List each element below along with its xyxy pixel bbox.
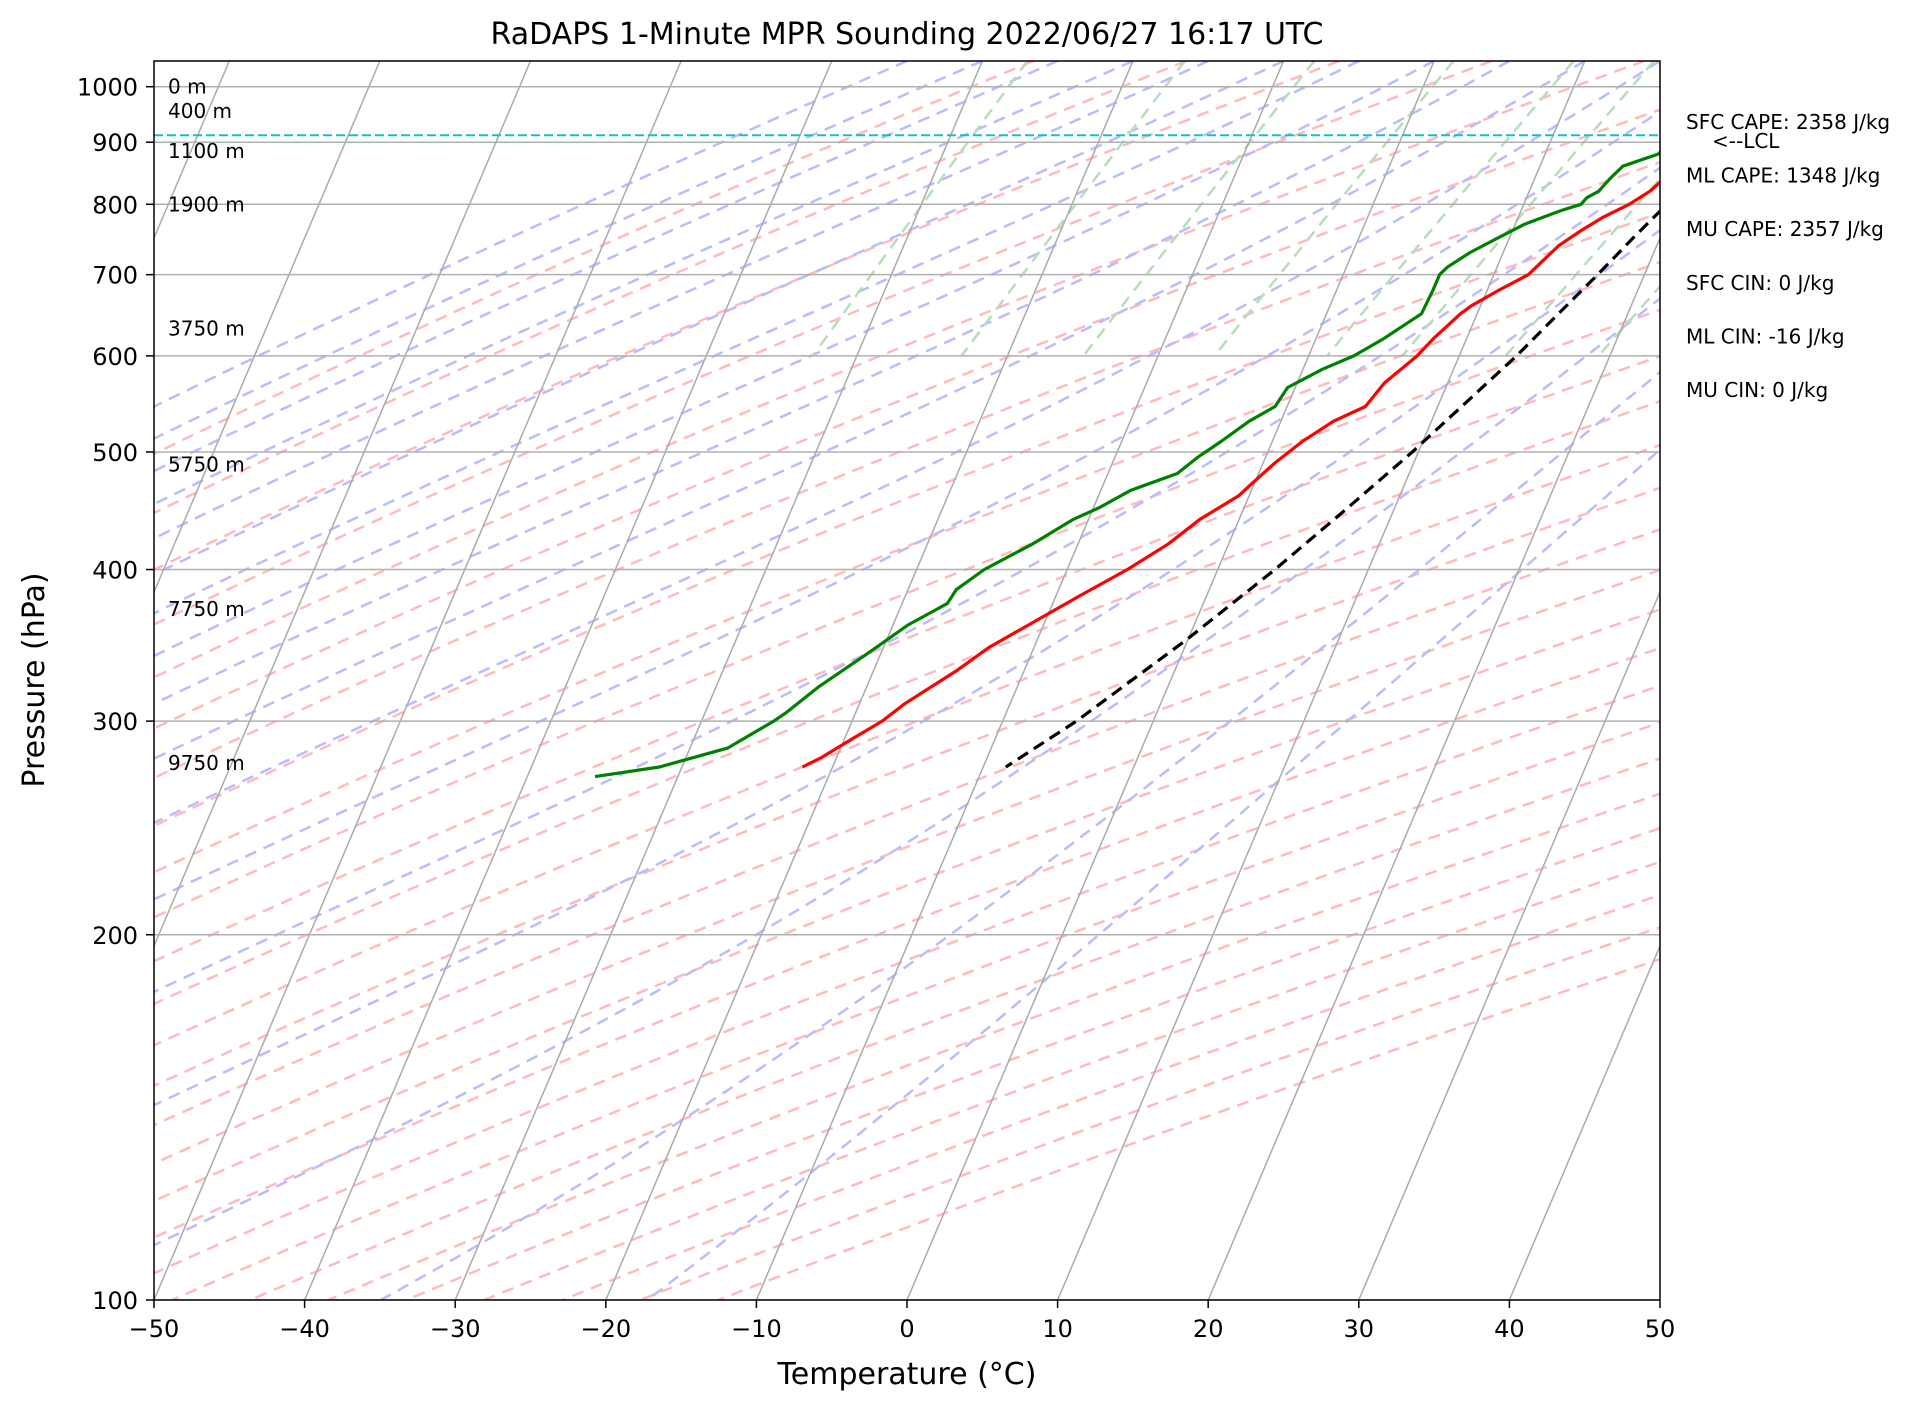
isotherm-line bbox=[1358, 590, 1660, 1300]
mixing-ratio-line bbox=[1326, 61, 1575, 357]
dry-adiabat bbox=[154, 61, 1035, 456]
mixing-ratio-line bbox=[1082, 61, 1316, 357]
moist-adiabat bbox=[154, 61, 1360, 615]
sounding-series-line bbox=[801, 180, 1660, 769]
dry-adiabat bbox=[327, 792, 1660, 1300]
isotherm-line bbox=[154, 61, 682, 1300]
moist-adiabat bbox=[154, 61, 983, 441]
x-tick-label: 50 bbox=[1645, 1315, 1676, 1343]
x-tick-label: −30 bbox=[430, 1315, 481, 1343]
moist-adiabat bbox=[646, 447, 1660, 1300]
lcl-label: <--LCL bbox=[1712, 129, 1780, 153]
dry-adiabat bbox=[154, 211, 1660, 828]
mixing-ratio-line bbox=[1401, 61, 1656, 357]
dry-adiabat bbox=[171, 721, 1660, 1300]
moist-adiabat bbox=[154, 61, 1209, 540]
y-tick-label: 600 bbox=[92, 343, 138, 371]
x-tick-label: 20 bbox=[1193, 1315, 1224, 1343]
moist-adiabat bbox=[380, 370, 1660, 1300]
isotherm-line bbox=[303, 61, 833, 1300]
x-tick-label: 30 bbox=[1344, 1315, 1375, 1343]
x-tick-label: 40 bbox=[1494, 1315, 1525, 1343]
parameter-text: MU CIN: 0 J/kg bbox=[1686, 378, 1828, 402]
stability-parameters: SFC CAPE: 2358 J/kg ML CAPE: 1348 J/kg MU … bbox=[1686, 110, 1890, 402]
mixing-ratio-line bbox=[811, 61, 1029, 357]
height-label: 1900 m bbox=[168, 192, 245, 216]
isotherm-line bbox=[1508, 944, 1660, 1300]
chart-title: RaDAPS 1-Minute MPR Sounding 2022/06/27 … bbox=[491, 17, 1324, 52]
isotherm-line bbox=[154, 61, 381, 594]
moist-adiabat bbox=[154, 166, 1660, 994]
y-tick-label: 800 bbox=[92, 191, 138, 219]
y-axis-label: Pressure (hPa) bbox=[17, 572, 52, 787]
dry-adiabat bbox=[154, 443, 1660, 1047]
sounding-traces bbox=[154, 134, 1660, 779]
x-tick-label: −10 bbox=[731, 1315, 782, 1343]
x-tick-label: −20 bbox=[580, 1315, 631, 1343]
parameter-text: SFC CIN: 0 J/kg bbox=[1686, 271, 1834, 295]
background-lines bbox=[154, 61, 1660, 1300]
y-tick-label: 400 bbox=[92, 557, 138, 585]
y-tick-label: 900 bbox=[92, 129, 138, 157]
axes: −50 −40 −30 −20 −10 0 10 20 30 40 50 100 200 300 400 50… bbox=[77, 74, 1675, 1343]
moist-adiabat bbox=[154, 61, 1511, 706]
dry-adiabat bbox=[154, 61, 1646, 679]
parameter-text: SFC CAPE: 2358 J/kg bbox=[1686, 110, 1890, 134]
dry-adiabat bbox=[154, 108, 1660, 730]
x-axis-label: Temperature (°C) bbox=[777, 1357, 1037, 1392]
x-tick-label: 0 bbox=[899, 1315, 914, 1343]
parameter-text: ML CAPE: 1348 J/kg bbox=[1686, 164, 1880, 188]
y-tick-label: 100 bbox=[92, 1287, 138, 1315]
dry-adiabat bbox=[154, 399, 1660, 1006]
x-tick-label: −40 bbox=[279, 1315, 330, 1343]
sounding-series-line bbox=[594, 150, 1660, 779]
dry-adiabat bbox=[154, 260, 1660, 874]
mixing-ratio-line bbox=[1213, 61, 1455, 357]
sounding-series-line bbox=[1004, 208, 1660, 769]
isotherm-line bbox=[154, 61, 532, 948]
y-tick-label: 200 bbox=[92, 922, 138, 950]
isotherm-line bbox=[1056, 61, 1586, 1300]
dry-adiabat bbox=[154, 528, 1660, 1127]
isotherm-line bbox=[454, 61, 983, 1300]
height-label: 9750 m bbox=[168, 751, 245, 775]
height-label: 7750 m bbox=[168, 597, 245, 621]
dry-adiabat bbox=[154, 308, 1660, 919]
isotherm-line bbox=[906, 61, 1435, 1300]
dry-adiabat bbox=[154, 160, 1660, 780]
dry-adiabat bbox=[154, 61, 1187, 515]
pressure-gridlines bbox=[154, 85, 1660, 1300]
y-tick-label: 1000 bbox=[77, 74, 138, 102]
height-label: 3750 m bbox=[168, 316, 245, 340]
dry-adiabat bbox=[154, 646, 1660, 1239]
moist-adiabat bbox=[154, 61, 908, 408]
moist-adiabat bbox=[154, 61, 1435, 658]
height-label: 0 m bbox=[168, 75, 207, 99]
height-label: 400 m bbox=[168, 99, 232, 123]
mixing-ratio-line bbox=[960, 61, 1186, 357]
moist-adiabat bbox=[154, 228, 1660, 1107]
x-tick-label: −50 bbox=[129, 1315, 180, 1343]
isotherm-line bbox=[1207, 236, 1660, 1300]
moist-adiabat bbox=[154, 61, 1586, 761]
y-tick-label: 700 bbox=[92, 262, 138, 290]
y-tick-label: 500 bbox=[92, 439, 138, 467]
isotherm-line bbox=[755, 61, 1285, 1300]
moist-adiabat bbox=[154, 61, 1134, 506]
parameter-text: ML CIN: -16 J/kg bbox=[1686, 324, 1845, 348]
height-label: 5750 m bbox=[168, 453, 245, 477]
x-tick-label: 10 bbox=[1042, 1315, 1073, 1343]
y-tick-label: 300 bbox=[92, 708, 138, 736]
parameter-text: MU CAPE: 2357 J/kg bbox=[1686, 217, 1884, 241]
moist-adiabat bbox=[154, 61, 1660, 825]
isotherm-line bbox=[605, 61, 1134, 1300]
height-label: 1100 m bbox=[168, 139, 245, 163]
